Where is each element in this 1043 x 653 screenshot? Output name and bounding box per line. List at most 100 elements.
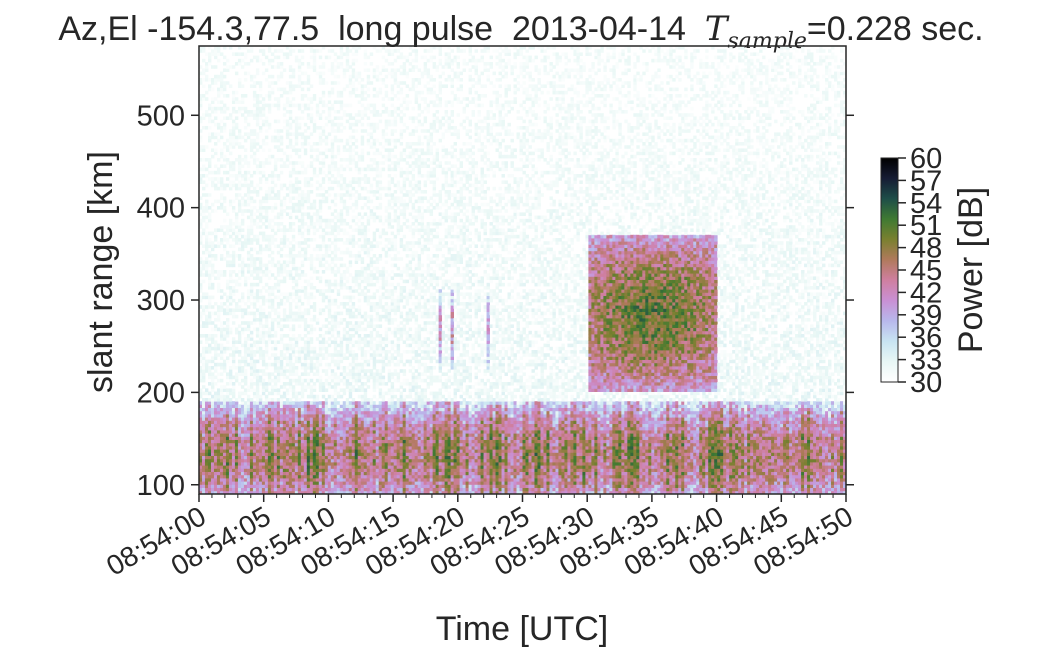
- heatmap-cell: [370, 190, 373, 194]
- heatmap-cell: [232, 209, 235, 213]
- heatmap-cell: [343, 219, 346, 223]
- heatmap-cell: [352, 456, 355, 460]
- heatmap-cell: [373, 436, 376, 440]
- heatmap-cell: [316, 337, 319, 341]
- heatmap-cell: [238, 305, 241, 309]
- heatmap-cell: [304, 334, 307, 338]
- heatmap-cell: [301, 270, 304, 274]
- heatmap-cell: [223, 363, 226, 367]
- heatmap-cell: [346, 417, 349, 421]
- heatmap-cell: [217, 78, 220, 82]
- heatmap-cell: [256, 484, 259, 488]
- heatmap-cell: [301, 475, 304, 479]
- heatmap-cell: [364, 459, 367, 463]
- heatmap-cell: [364, 440, 367, 444]
- heatmap-cell: [241, 228, 244, 232]
- heatmap-cell: [280, 430, 283, 434]
- heatmap-cell: [259, 232, 262, 236]
- heatmap-cell: [343, 462, 346, 466]
- heatmap-cell: [325, 200, 328, 204]
- heatmap-cell: [313, 228, 316, 232]
- heatmap-cell: [223, 209, 226, 213]
- heatmap-cell: [262, 385, 265, 389]
- heatmap-cell: [364, 68, 367, 72]
- heatmap-cell: [202, 408, 205, 412]
- heatmap-cell: [250, 350, 253, 354]
- heatmap-cell: [247, 328, 250, 332]
- heatmap-cell: [253, 187, 256, 191]
- heatmap-cell: [322, 446, 325, 450]
- heatmap-cell: [238, 369, 241, 373]
- heatmap-cell: [232, 228, 235, 232]
- heatmap-cell: [256, 372, 259, 376]
- heatmap-cell: [244, 244, 247, 248]
- heatmap-cell: [361, 113, 364, 117]
- heatmap-cell: [271, 235, 274, 239]
- heatmap-cell: [280, 164, 283, 168]
- heatmap-cell: [304, 148, 307, 152]
- heatmap-cell: [259, 257, 262, 261]
- heatmap-cell: [220, 475, 223, 479]
- heatmap-cell: [361, 257, 364, 261]
- heatmap-cell: [268, 158, 271, 162]
- heatmap-cell: [358, 283, 361, 287]
- heatmap-cell: [346, 414, 349, 418]
- heatmap-cell: [337, 478, 340, 482]
- heatmap-cell: [208, 78, 211, 82]
- heatmap-cell: [364, 376, 367, 380]
- heatmap-cell: [289, 478, 292, 482]
- heatmap-cell: [313, 414, 316, 418]
- heatmap-cell: [331, 420, 334, 424]
- heatmap-cell: [352, 305, 355, 309]
- heatmap-cell: [253, 395, 256, 399]
- heatmap-cell: [283, 88, 286, 92]
- heatmap-cell: [256, 257, 259, 261]
- heatmap-cell: [274, 81, 277, 85]
- heatmap-cell: [289, 126, 292, 130]
- heatmap-cell: [370, 417, 373, 421]
- heatmap-cell: [298, 126, 301, 130]
- heatmap-cell: [217, 401, 220, 405]
- heatmap-cell: [217, 440, 220, 444]
- heatmap-cell: [298, 472, 301, 476]
- heatmap-cell: [250, 200, 253, 204]
- heatmap-cell: [274, 379, 277, 383]
- heatmap-cell: [208, 212, 211, 216]
- heatmap-cell: [352, 276, 355, 280]
- heatmap-cell: [247, 132, 250, 136]
- heatmap-cell: [289, 228, 292, 232]
- heatmap-cell: [208, 286, 211, 290]
- heatmap-cell: [238, 449, 241, 453]
- heatmap-cell: [361, 468, 364, 472]
- heatmap-cell: [253, 129, 256, 133]
- heatmap-cell: [298, 299, 301, 303]
- heatmap-cell: [202, 49, 205, 53]
- heatmap-cell: [355, 440, 358, 444]
- heatmap-cell: [331, 334, 334, 338]
- heatmap-cell: [316, 398, 319, 402]
- heatmap-cell: [277, 472, 280, 476]
- heatmap-cell: [352, 180, 355, 184]
- heatmap-cell: [355, 356, 358, 360]
- heatmap-cell: [310, 267, 313, 271]
- heatmap-cell: [307, 193, 310, 197]
- heatmap-cell: [325, 369, 328, 373]
- heatmap-cell: [289, 308, 292, 312]
- heatmap-cell: [232, 347, 235, 351]
- heatmap-cell: [259, 401, 262, 405]
- heatmap-cell: [343, 251, 346, 255]
- heatmap-cell: [292, 427, 295, 431]
- heatmap-cell: [289, 430, 292, 434]
- heatmap-cell: [271, 449, 274, 453]
- heatmap-cell: [271, 308, 274, 312]
- heatmap-cell: [367, 273, 370, 277]
- heatmap-cell: [343, 404, 346, 408]
- heatmap-cell: [208, 360, 211, 364]
- heatmap-cell: [370, 104, 373, 108]
- heatmap-cell: [322, 385, 325, 389]
- heatmap-cell: [253, 484, 256, 488]
- heatmap-cell: [310, 264, 313, 268]
- heatmap-cell: [217, 388, 220, 392]
- heatmap-cell: [256, 184, 259, 188]
- heatmap-cell: [355, 168, 358, 172]
